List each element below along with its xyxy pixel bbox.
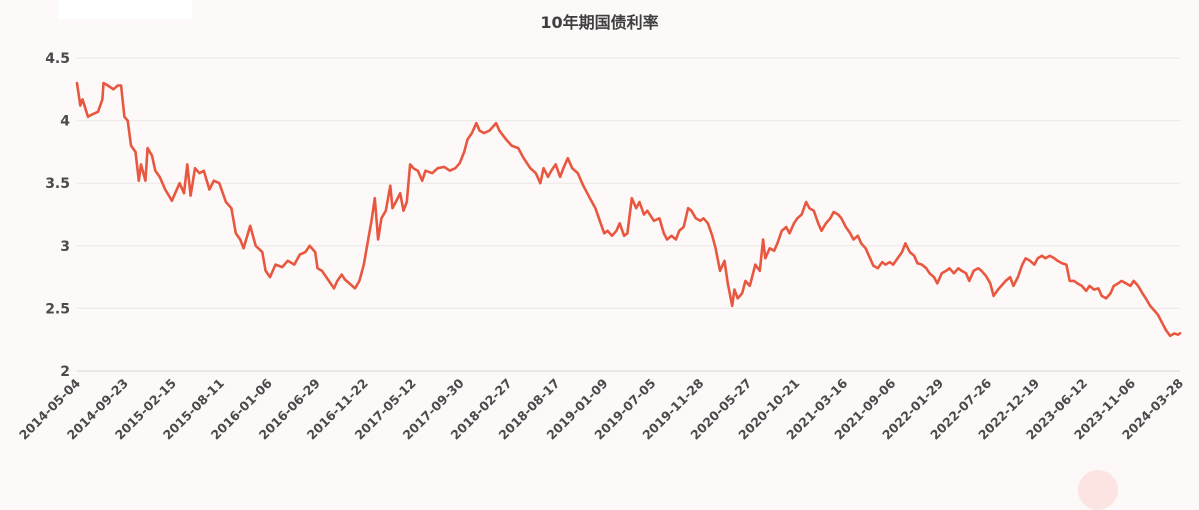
series-line [75, 81, 1182, 338]
y-tick-label: 2 [60, 364, 70, 380]
y-axis: 4.5 4 3.5 3 2.5 2 [45, 51, 70, 380]
grid-lines [77, 57, 1180, 372]
y-tick-label: 3 [60, 239, 70, 255]
corner-box [58, 0, 192, 19]
decorative-circle [1078, 470, 1118, 510]
x-axis: 2014-05-042014-09-232015-02-152015-08-11… [16, 375, 1186, 442]
y-tick-label: 2.5 [45, 301, 70, 317]
y-tick-label: 4.5 [45, 51, 70, 67]
y-tick-label: 4 [60, 114, 70, 130]
line-chart: 4.5 4 3.5 3 2.5 2 2014-05-042014-09-232015-02… [16, 51, 1186, 443]
y-tick-label: 3.5 [45, 176, 70, 192]
chart-title: 10年期国债利率 [540, 13, 659, 32]
